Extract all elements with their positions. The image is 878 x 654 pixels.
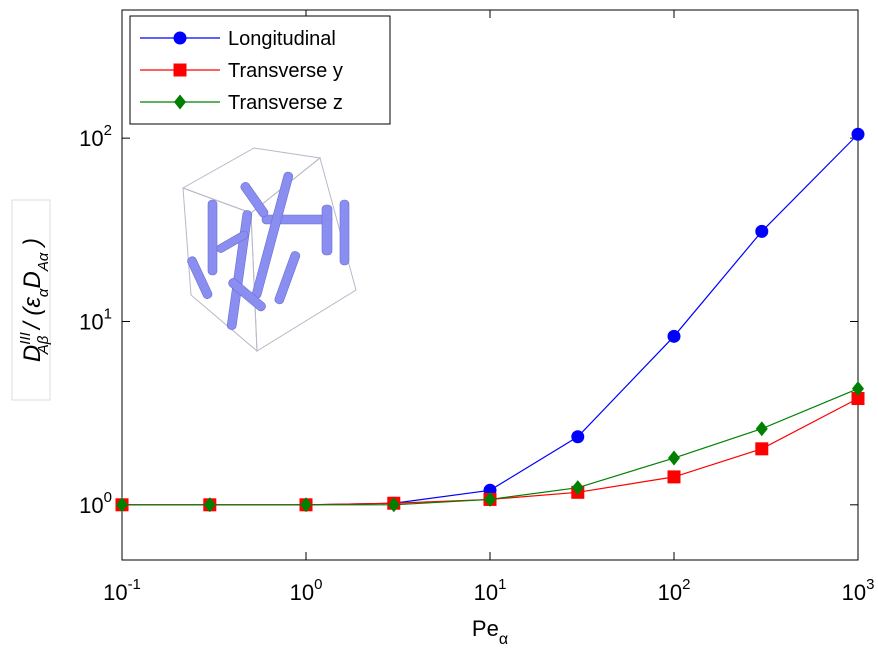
x-tick-exponent: -1 bbox=[128, 576, 141, 593]
marker-circle bbox=[851, 127, 865, 141]
x-tick-base: 10 bbox=[658, 580, 682, 605]
marker-circle bbox=[755, 224, 769, 238]
inset-fibers bbox=[187, 171, 350, 330]
fiber bbox=[216, 230, 249, 253]
legend-label: Longitudinal bbox=[228, 28, 336, 50]
y-label-part: ) bbox=[19, 238, 46, 253]
marker-circle bbox=[667, 329, 681, 343]
x-tick-label: 102 bbox=[658, 576, 691, 605]
y-label-part: Aα bbox=[35, 252, 52, 272]
y-label-part: D bbox=[19, 345, 46, 362]
x-tick-base: 10 bbox=[103, 580, 127, 605]
y-label-part: III bbox=[17, 332, 34, 345]
marker-diamond bbox=[668, 450, 680, 466]
y-tick-label: 102 bbox=[79, 122, 112, 151]
legend-label: Transverse y bbox=[228, 60, 343, 82]
y-tick-exponent: 0 bbox=[104, 489, 112, 506]
fiber bbox=[228, 278, 266, 312]
marker-square bbox=[173, 63, 187, 77]
y-label-part: / ( bbox=[19, 305, 46, 336]
x-tick-label: 100 bbox=[290, 576, 323, 605]
y-label-part: ε bbox=[19, 297, 46, 308]
x-tick-base: 10 bbox=[474, 580, 498, 605]
marker-diamond bbox=[387, 497, 400, 513]
marker-diamond bbox=[755, 421, 768, 437]
marker-diamond bbox=[484, 491, 496, 507]
fiber bbox=[187, 256, 213, 299]
marker-diamond bbox=[203, 497, 216, 513]
y-tick-label: 100 bbox=[79, 489, 112, 518]
marker-diamond bbox=[116, 497, 128, 513]
marker-square bbox=[851, 392, 865, 406]
fiber bbox=[226, 210, 253, 330]
y-label-part: D bbox=[19, 271, 46, 288]
marker-circle bbox=[173, 31, 187, 45]
marker-circle bbox=[571, 430, 585, 444]
y-tick-exponent: 2 bbox=[104, 122, 112, 139]
y-tick-base: 10 bbox=[79, 493, 103, 518]
x-label-main: Pe bbox=[472, 616, 499, 641]
y-tick-label: 101 bbox=[79, 305, 112, 334]
fiber bbox=[240, 182, 269, 218]
marker-square bbox=[755, 442, 769, 456]
y-label-part: α bbox=[35, 288, 52, 297]
fiber bbox=[321, 204, 333, 256]
x-tick-label: 101 bbox=[474, 576, 507, 605]
x-tick-exponent: 3 bbox=[866, 576, 874, 593]
marker-diamond bbox=[174, 94, 186, 110]
fiber bbox=[274, 251, 301, 305]
x-tick-label: 103 bbox=[842, 576, 875, 605]
inset-image bbox=[181, 147, 357, 353]
y-axis-label: DIIIAβ / (εαDAα ) bbox=[17, 238, 52, 362]
marker-square bbox=[667, 470, 681, 484]
fiber bbox=[207, 199, 218, 276]
x-tick-base: 10 bbox=[842, 580, 866, 605]
x-label-sub: α bbox=[499, 631, 508, 648]
y-tick-base: 10 bbox=[79, 126, 103, 151]
x-tick-exponent: 0 bbox=[314, 576, 322, 593]
marker-diamond bbox=[571, 480, 584, 496]
x-tick-label: 10-1 bbox=[103, 576, 141, 605]
x-tick-exponent: 2 bbox=[682, 576, 690, 593]
x-tick-exponent: 1 bbox=[498, 576, 506, 593]
fiber bbox=[339, 199, 350, 266]
legend-label: Transverse z bbox=[228, 92, 343, 114]
y-tick-base: 10 bbox=[79, 309, 103, 334]
y-tick-exponent: 1 bbox=[104, 305, 112, 322]
x-axis-label: Peα bbox=[472, 616, 508, 648]
y-label-part: Aβ bbox=[35, 335, 52, 355]
x-tick-base: 10 bbox=[290, 580, 314, 605]
marker-diamond bbox=[300, 497, 312, 513]
y-label-box bbox=[11, 199, 51, 401]
marker-diamond bbox=[852, 381, 864, 397]
